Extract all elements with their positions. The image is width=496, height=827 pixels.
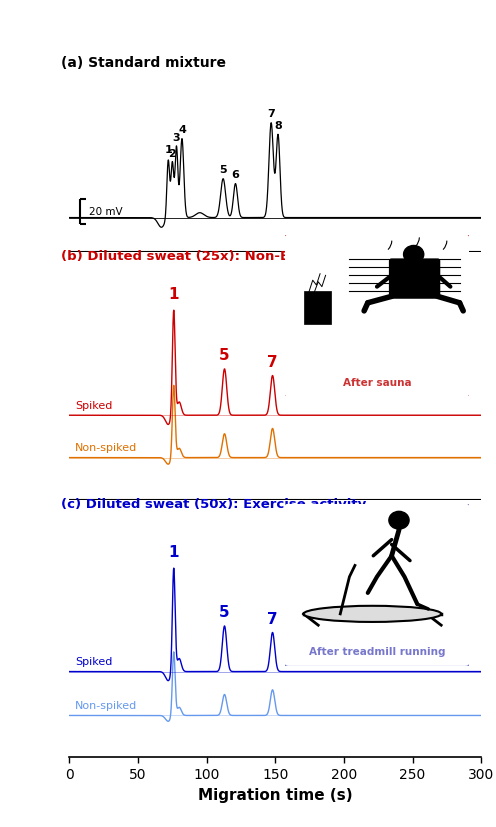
Text: Spiked: Spiked xyxy=(75,657,112,667)
Text: 1: 1 xyxy=(169,544,179,559)
Text: After sauna: After sauna xyxy=(343,377,411,387)
Text: 7: 7 xyxy=(267,109,275,119)
FancyBboxPatch shape xyxy=(304,292,331,324)
Ellipse shape xyxy=(304,606,441,622)
Text: 7: 7 xyxy=(267,611,278,626)
Text: (b) Diluted sweat (25x): Non-Exercise activity: (b) Diluted sweat (25x): Non-Exercise ac… xyxy=(61,250,403,263)
Text: 5: 5 xyxy=(219,165,227,174)
FancyBboxPatch shape xyxy=(283,234,471,399)
Text: Non-spiked: Non-spiked xyxy=(75,700,137,710)
Text: 6: 6 xyxy=(232,170,240,179)
Circle shape xyxy=(404,246,424,264)
Text: 3: 3 xyxy=(173,133,180,143)
Text: 20 mV: 20 mV xyxy=(89,208,123,218)
Text: 5: 5 xyxy=(219,348,230,363)
Text: 4: 4 xyxy=(178,125,186,135)
Text: 2: 2 xyxy=(169,149,176,159)
Text: 1: 1 xyxy=(169,287,179,302)
Text: Non-spiked: Non-spiked xyxy=(75,442,137,452)
Circle shape xyxy=(389,512,409,529)
Text: 8: 8 xyxy=(274,121,282,131)
Text: (c) Diluted sweat (50x): Exercise activity: (c) Diluted sweat (50x): Exercise activi… xyxy=(61,497,367,510)
Text: 7: 7 xyxy=(267,355,278,370)
Text: 1: 1 xyxy=(164,146,172,155)
FancyBboxPatch shape xyxy=(283,503,471,667)
FancyBboxPatch shape xyxy=(389,259,440,299)
Text: After treadmill running: After treadmill running xyxy=(309,646,445,656)
Text: 5: 5 xyxy=(219,605,230,619)
Text: (a) Standard mixture: (a) Standard mixture xyxy=(61,55,226,69)
X-axis label: Migration time (s): Migration time (s) xyxy=(198,786,353,801)
Text: Spiked: Spiked xyxy=(75,400,112,410)
